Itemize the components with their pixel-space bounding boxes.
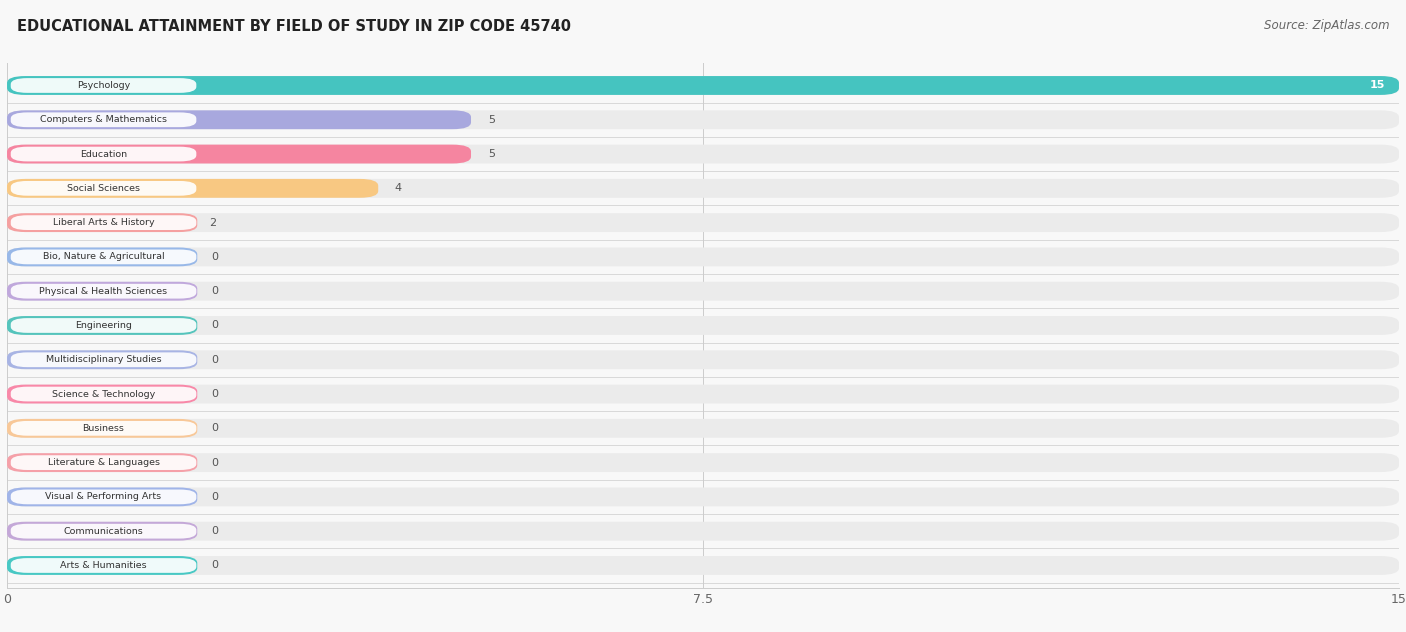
FancyBboxPatch shape — [7, 248, 1399, 266]
FancyBboxPatch shape — [7, 179, 378, 198]
FancyBboxPatch shape — [7, 453, 1399, 472]
FancyBboxPatch shape — [7, 316, 197, 335]
FancyBboxPatch shape — [11, 421, 197, 435]
Text: 5: 5 — [488, 149, 495, 159]
FancyBboxPatch shape — [11, 455, 197, 470]
Text: EDUCATIONAL ATTAINMENT BY FIELD OF STUDY IN ZIP CODE 45740: EDUCATIONAL ATTAINMENT BY FIELD OF STUDY… — [17, 19, 571, 34]
FancyBboxPatch shape — [7, 453, 197, 472]
FancyBboxPatch shape — [7, 487, 1399, 506]
Text: Business: Business — [83, 424, 125, 433]
FancyBboxPatch shape — [11, 147, 197, 161]
Text: Social Sciences: Social Sciences — [67, 184, 141, 193]
Text: 2: 2 — [209, 217, 217, 228]
FancyBboxPatch shape — [7, 111, 471, 129]
FancyBboxPatch shape — [7, 282, 1399, 301]
FancyBboxPatch shape — [11, 181, 197, 196]
Text: Education: Education — [80, 150, 127, 159]
Text: Liberal Arts & History: Liberal Arts & History — [53, 218, 155, 227]
Text: 0: 0 — [211, 320, 218, 331]
FancyBboxPatch shape — [7, 522, 197, 540]
Text: Science & Technology: Science & Technology — [52, 389, 155, 399]
Text: 4: 4 — [395, 183, 402, 193]
FancyBboxPatch shape — [11, 216, 197, 230]
Text: Source: ZipAtlas.com: Source: ZipAtlas.com — [1264, 19, 1389, 32]
FancyBboxPatch shape — [7, 179, 1399, 198]
FancyBboxPatch shape — [11, 250, 197, 264]
Text: Literature & Languages: Literature & Languages — [48, 458, 159, 467]
FancyBboxPatch shape — [7, 522, 1399, 540]
Text: 0: 0 — [211, 526, 218, 536]
Text: 0: 0 — [211, 492, 218, 502]
Text: Engineering: Engineering — [75, 321, 132, 330]
FancyBboxPatch shape — [7, 556, 197, 575]
FancyBboxPatch shape — [7, 419, 1399, 438]
Text: 0: 0 — [211, 286, 218, 296]
FancyBboxPatch shape — [7, 385, 1399, 403]
FancyBboxPatch shape — [11, 524, 197, 538]
FancyBboxPatch shape — [7, 350, 197, 369]
FancyBboxPatch shape — [11, 112, 197, 127]
Text: Computers & Mathematics: Computers & Mathematics — [39, 115, 167, 125]
FancyBboxPatch shape — [11, 284, 197, 298]
FancyBboxPatch shape — [11, 78, 197, 93]
FancyBboxPatch shape — [7, 248, 197, 266]
FancyBboxPatch shape — [7, 385, 197, 403]
Text: Physical & Health Sciences: Physical & Health Sciences — [39, 287, 167, 296]
FancyBboxPatch shape — [11, 558, 197, 573]
Text: 0: 0 — [211, 423, 218, 434]
Text: 0: 0 — [211, 252, 218, 262]
Text: 0: 0 — [211, 561, 218, 571]
FancyBboxPatch shape — [7, 111, 1399, 129]
Text: 15: 15 — [1369, 80, 1385, 90]
FancyBboxPatch shape — [7, 419, 197, 438]
FancyBboxPatch shape — [11, 318, 197, 333]
FancyBboxPatch shape — [7, 145, 471, 164]
FancyBboxPatch shape — [7, 213, 197, 232]
Text: Psychology: Psychology — [77, 81, 131, 90]
FancyBboxPatch shape — [7, 350, 1399, 369]
FancyBboxPatch shape — [7, 316, 1399, 335]
Text: 0: 0 — [211, 458, 218, 468]
Text: 0: 0 — [211, 355, 218, 365]
FancyBboxPatch shape — [11, 490, 197, 504]
FancyBboxPatch shape — [7, 487, 197, 506]
Text: 5: 5 — [488, 115, 495, 125]
FancyBboxPatch shape — [7, 76, 1399, 95]
FancyBboxPatch shape — [7, 213, 1399, 232]
Text: Multidisciplinary Studies: Multidisciplinary Studies — [46, 355, 162, 364]
FancyBboxPatch shape — [11, 387, 197, 401]
Text: 0: 0 — [211, 389, 218, 399]
FancyBboxPatch shape — [7, 556, 1399, 575]
FancyBboxPatch shape — [7, 282, 197, 301]
FancyBboxPatch shape — [7, 76, 1399, 95]
Text: Bio, Nature & Agricultural: Bio, Nature & Agricultural — [42, 252, 165, 262]
Text: Arts & Humanities: Arts & Humanities — [60, 561, 146, 570]
FancyBboxPatch shape — [11, 353, 197, 367]
Text: Communications: Communications — [63, 526, 143, 536]
Text: Visual & Performing Arts: Visual & Performing Arts — [45, 492, 162, 501]
FancyBboxPatch shape — [7, 145, 1399, 164]
